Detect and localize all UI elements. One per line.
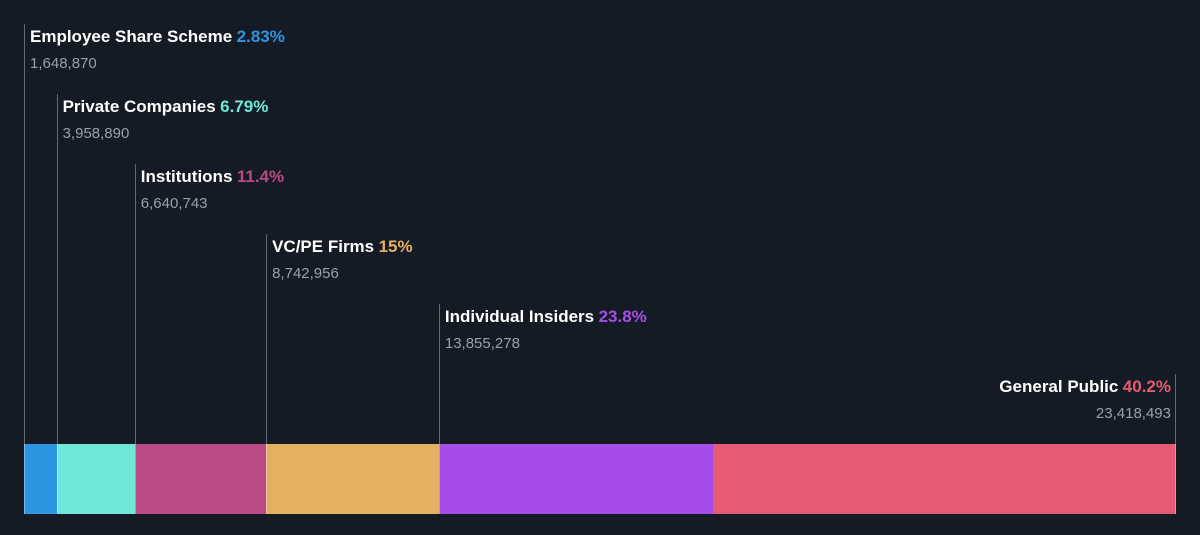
- category-name: VC/PE Firms: [272, 237, 375, 256]
- category-label: Institutions 11.4% 6,640,743: [141, 166, 284, 214]
- leader-line: [266, 234, 268, 514]
- percent-label: 40.2%: [1122, 377, 1171, 396]
- category-label: Individual Insiders 23.8% 13,855,278: [445, 306, 647, 354]
- share-count: 1,648,870: [30, 55, 97, 72]
- category-name: Employee Share Scheme: [30, 27, 233, 46]
- share-count: 6,640,743: [140, 195, 208, 212]
- percent-label: 11.4%: [236, 167, 285, 186]
- percent-label: 2.83%: [236, 27, 285, 46]
- category-label: General Public 40.2% 23,418,493: [999, 376, 1171, 424]
- share-count: 23,418,493: [1095, 405, 1171, 422]
- category-name: General Public: [999, 377, 1119, 396]
- percent-label: 23.8%: [598, 307, 647, 326]
- bar-segment: [24, 444, 57, 514]
- bar-segment: [266, 444, 439, 514]
- bar-segment: [56, 444, 135, 514]
- share-count: 8,742,956: [272, 265, 339, 282]
- bar-segment: [712, 444, 1176, 514]
- category-name: Institutions: [140, 167, 233, 186]
- category-name: Individual Insiders: [444, 307, 595, 326]
- percent-label: 6.79%: [220, 97, 269, 116]
- category-label: Private Companies 6.79% 3,958,890: [63, 96, 269, 144]
- bar-segment: [134, 444, 267, 514]
- share-count: 3,958,890: [62, 125, 130, 142]
- leader-line: [134, 164, 136, 514]
- share-count: 13,855,278: [444, 335, 520, 352]
- leader-line: [1175, 374, 1176, 514]
- category-label: VC/PE Firms 15% 8,742,956: [272, 236, 413, 284]
- leader-line: [24, 24, 25, 514]
- leader-line: [438, 304, 440, 514]
- category-name: Private Companies: [62, 97, 216, 116]
- bar-segment: [438, 444, 713, 514]
- category-label: Employee Share Scheme 2.83% 1,648,870: [30, 26, 285, 74]
- leader-line: [56, 94, 58, 514]
- percent-label: 15%: [378, 237, 413, 256]
